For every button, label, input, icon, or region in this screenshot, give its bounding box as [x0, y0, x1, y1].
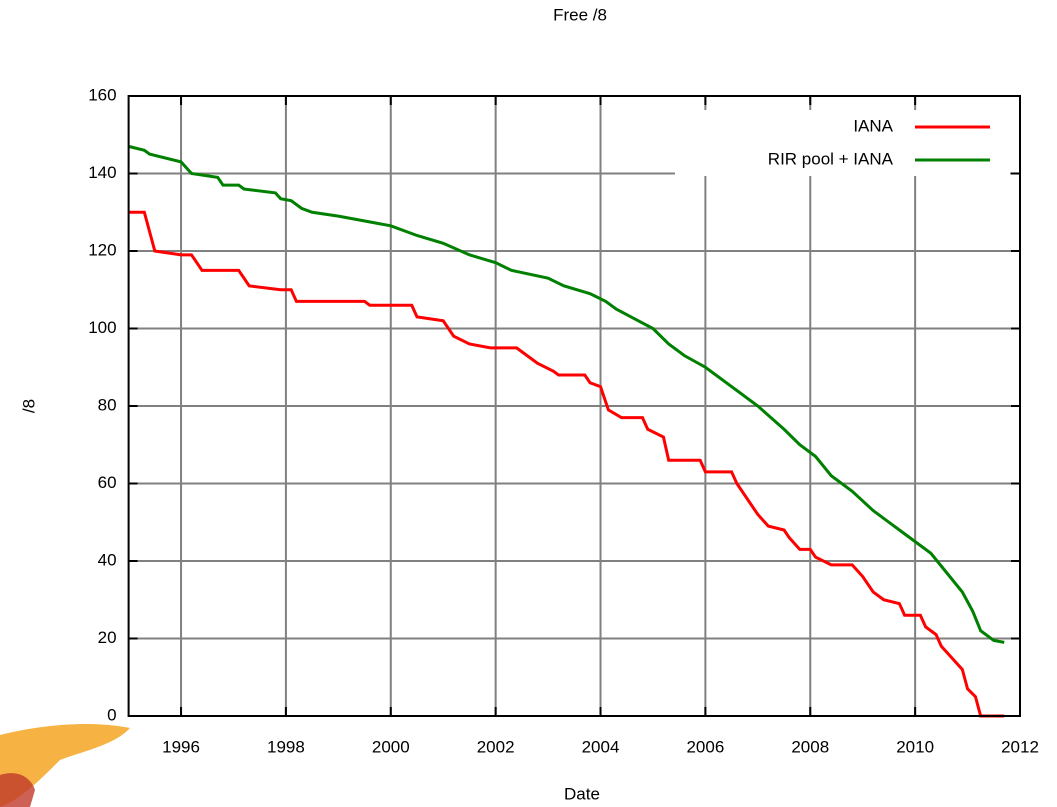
- chart-title: Free /8: [553, 5, 607, 24]
- background-decoration: [0, 773, 35, 807]
- x-tick-label: 1998: [267, 737, 305, 756]
- y-tick-label: 140: [88, 163, 116, 182]
- x-tick-label: 1996: [162, 737, 200, 756]
- data-line: [128, 210, 1005, 718]
- y-tick-label: 60: [98, 473, 117, 492]
- x-tick-label: 2010: [896, 737, 934, 756]
- legend-label: IANA: [853, 116, 893, 135]
- legend-label: RIR pool + IANA: [768, 149, 894, 168]
- x-tick-label: 2006: [686, 737, 724, 756]
- y-tick-label: 80: [98, 395, 117, 414]
- x-tick-label: 2012: [1001, 737, 1039, 756]
- y-tick-label: 100: [88, 318, 116, 337]
- x-tick-label: 2008: [791, 737, 829, 756]
- x-tick-label: 2000: [372, 737, 410, 756]
- y-tick-label: 160: [88, 85, 116, 104]
- legend-background: [675, 110, 1010, 176]
- x-axis-label: Date: [564, 784, 600, 803]
- plot-border: [127, 95, 1022, 717]
- x-tick-label: 2004: [582, 737, 620, 756]
- x-tick-label: 2002: [477, 737, 515, 756]
- y-tick-label: 0: [107, 705, 116, 724]
- y-tick-label: 40: [98, 550, 117, 569]
- data-line: [128, 144, 1005, 644]
- y-tick-label: 20: [98, 628, 117, 647]
- y-tick-label: 120: [88, 240, 116, 259]
- y-axis-label: /8: [19, 399, 38, 413]
- background-decoration: [0, 724, 130, 807]
